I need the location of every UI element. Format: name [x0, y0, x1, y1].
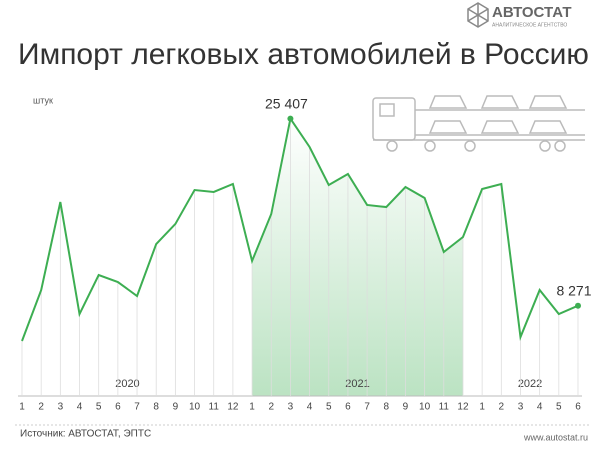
x-tick-label: 4	[77, 402, 83, 413]
x-tick-label: 8	[383, 402, 389, 413]
x-tick-label: 8	[153, 402, 159, 413]
year-label: 2022	[518, 378, 542, 390]
x-tick-label: 5	[326, 402, 332, 413]
year-label: 2020	[115, 378, 139, 390]
x-tick-label: 3	[518, 402, 524, 413]
x-tick-label: 11	[209, 402, 220, 413]
x-tick-label: 7	[134, 402, 140, 413]
x-tick-label: 6	[115, 402, 121, 413]
x-tick-label: 12	[227, 402, 239, 413]
logo-icon	[467, 2, 489, 28]
shaded-area	[252, 118, 463, 396]
truck-illustration	[372, 95, 585, 152]
x-tick-label: 4	[307, 402, 313, 413]
x-tick-label: 3	[288, 402, 294, 413]
x-tick-label: 10	[419, 402, 431, 413]
line	[21, 116, 579, 342]
x-tick-label: 2	[38, 402, 44, 413]
unit-label: штук	[33, 95, 53, 105]
x-tick-label: 4	[537, 402, 543, 413]
logo: АВТОСТАТ	[492, 4, 571, 21]
x-tick-label: 1	[479, 402, 485, 413]
x-tick-label: 1	[19, 402, 25, 413]
point	[287, 115, 294, 122]
chart-title: Импорт легковых автомобилей в Россию	[18, 38, 589, 71]
x-tick-label: 7	[364, 402, 370, 413]
x-tick-label: 9	[173, 402, 179, 413]
x-tick-label: 1	[249, 402, 255, 413]
x-tick-label: 9	[403, 402, 409, 413]
point	[575, 302, 581, 309]
x-tick-label: 10	[189, 402, 201, 413]
x-tick-label: 2	[499, 402, 505, 413]
source: Источник: АВТОСТАТ, ЭПТС	[20, 429, 151, 440]
x-tick-label: 11	[439, 402, 450, 413]
x-tick-label: 6	[345, 402, 351, 413]
x-tick-label: 2	[268, 402, 274, 413]
website: www.autostat.ru	[523, 432, 588, 442]
value-label: 25 407	[265, 95, 308, 111]
value-label: 8 271	[556, 282, 591, 298]
x-tick-label: 5	[96, 402, 102, 413]
logo-subtitle: АНАЛИТИЧЕСКОЕ АГЕНТСТВО	[492, 22, 567, 28]
x-tick-label: 12	[457, 402, 469, 413]
x-tick-label: 3	[58, 402, 64, 413]
x-tick-label: 6	[575, 402, 581, 413]
year-label: 2021	[345, 378, 369, 390]
x-tick-label: 5	[556, 402, 562, 413]
